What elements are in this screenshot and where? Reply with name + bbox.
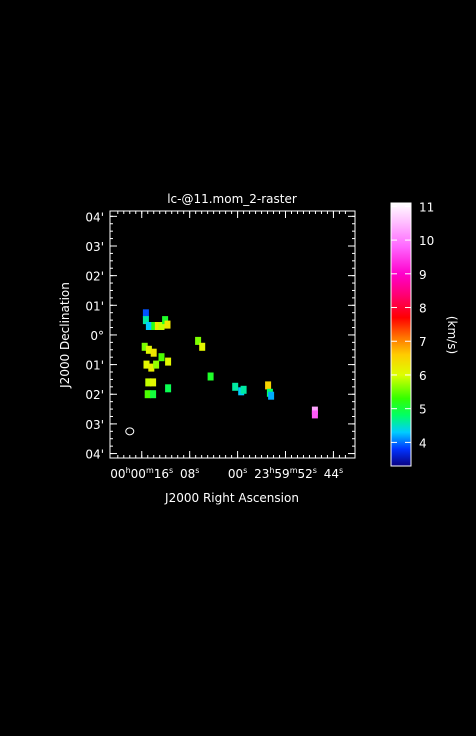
raster-pixel <box>165 384 172 393</box>
raster-pixel <box>164 320 171 329</box>
raster-pixel <box>145 378 152 387</box>
colorbar-label: (km/s) <box>445 316 459 354</box>
raster-pixel <box>158 353 165 362</box>
colorbar <box>390 202 412 467</box>
y-tick-label: 02' <box>85 388 104 402</box>
y-tick-label: 03' <box>85 240 104 254</box>
plot-frame <box>109 210 356 459</box>
raster-pixels <box>141 309 318 419</box>
raster-pixel <box>145 345 152 354</box>
raster-pixel <box>311 410 318 419</box>
y-tick-label: 04' <box>85 210 104 224</box>
raster-pixel <box>142 309 149 318</box>
raster-pixel <box>145 322 152 330</box>
raster-pixel <box>141 342 148 351</box>
raster-pixel <box>153 360 160 369</box>
raster-pixel <box>165 357 172 366</box>
raster-pixel <box>151 322 158 330</box>
colorbar-tick-label: 11 <box>419 200 434 214</box>
raster-pixel <box>232 382 239 391</box>
colorbar-tick-label: 8 <box>419 302 427 316</box>
raster-pixel <box>154 322 161 330</box>
y-tick-label: 04' <box>85 448 104 462</box>
raster-pixel <box>142 316 149 325</box>
raster-pixel <box>195 336 202 345</box>
y-axis-label: J2000 Declination <box>58 282 72 389</box>
raster-pixel <box>268 391 275 400</box>
y-tick-label: 0° <box>90 329 104 343</box>
y-tick-label: 01' <box>85 299 104 313</box>
colorbar-tick-label: 9 <box>419 268 427 282</box>
x-tick-label: 00h00m16s <box>110 466 173 481</box>
x-tick-label: 00s <box>228 466 247 481</box>
colorbar-tick-label: 7 <box>419 335 427 349</box>
raster-pixel <box>162 316 169 325</box>
raster-pixel <box>144 390 151 399</box>
raster-pixel <box>150 390 157 399</box>
raster-pixel <box>207 372 214 381</box>
colorbar-tick-label: 4 <box>419 436 427 450</box>
raster-pixel <box>199 342 206 351</box>
raster-pixel <box>150 348 157 357</box>
raster-pixel <box>265 381 272 390</box>
colorbar-tick-label: 6 <box>419 369 427 383</box>
raster-pixel <box>148 363 155 372</box>
y-tick-label: 02' <box>85 270 104 284</box>
chart-title: lc-@11.mom_2-raster <box>167 192 297 206</box>
y-tick-label: 03' <box>85 418 104 432</box>
raster-pixel <box>158 322 165 330</box>
axis-ticks: 00h00m16s 08s 00s 23h59m52s 44s 04' 03' 02' 01' 0… <box>85 210 355 481</box>
colorbar-tick-label: 10 <box>419 234 434 248</box>
y-tick-label: 01' <box>85 359 104 373</box>
beam-ellipse <box>125 427 135 436</box>
raster-pixel <box>143 360 150 369</box>
colorbar-ticks: 4 5 6 7 8 9 10 11 <box>391 200 434 450</box>
raster-pixel <box>240 385 247 394</box>
x-axis-label: J2000 Right Ascension <box>164 491 299 505</box>
x-tick-label: 23h59m52s <box>254 466 317 481</box>
x-tick-label: 08s <box>180 466 199 481</box>
x-tick-label: 44s <box>324 466 343 481</box>
colorbar-tick-label: 5 <box>419 403 427 417</box>
raster-pixel <box>150 378 157 387</box>
